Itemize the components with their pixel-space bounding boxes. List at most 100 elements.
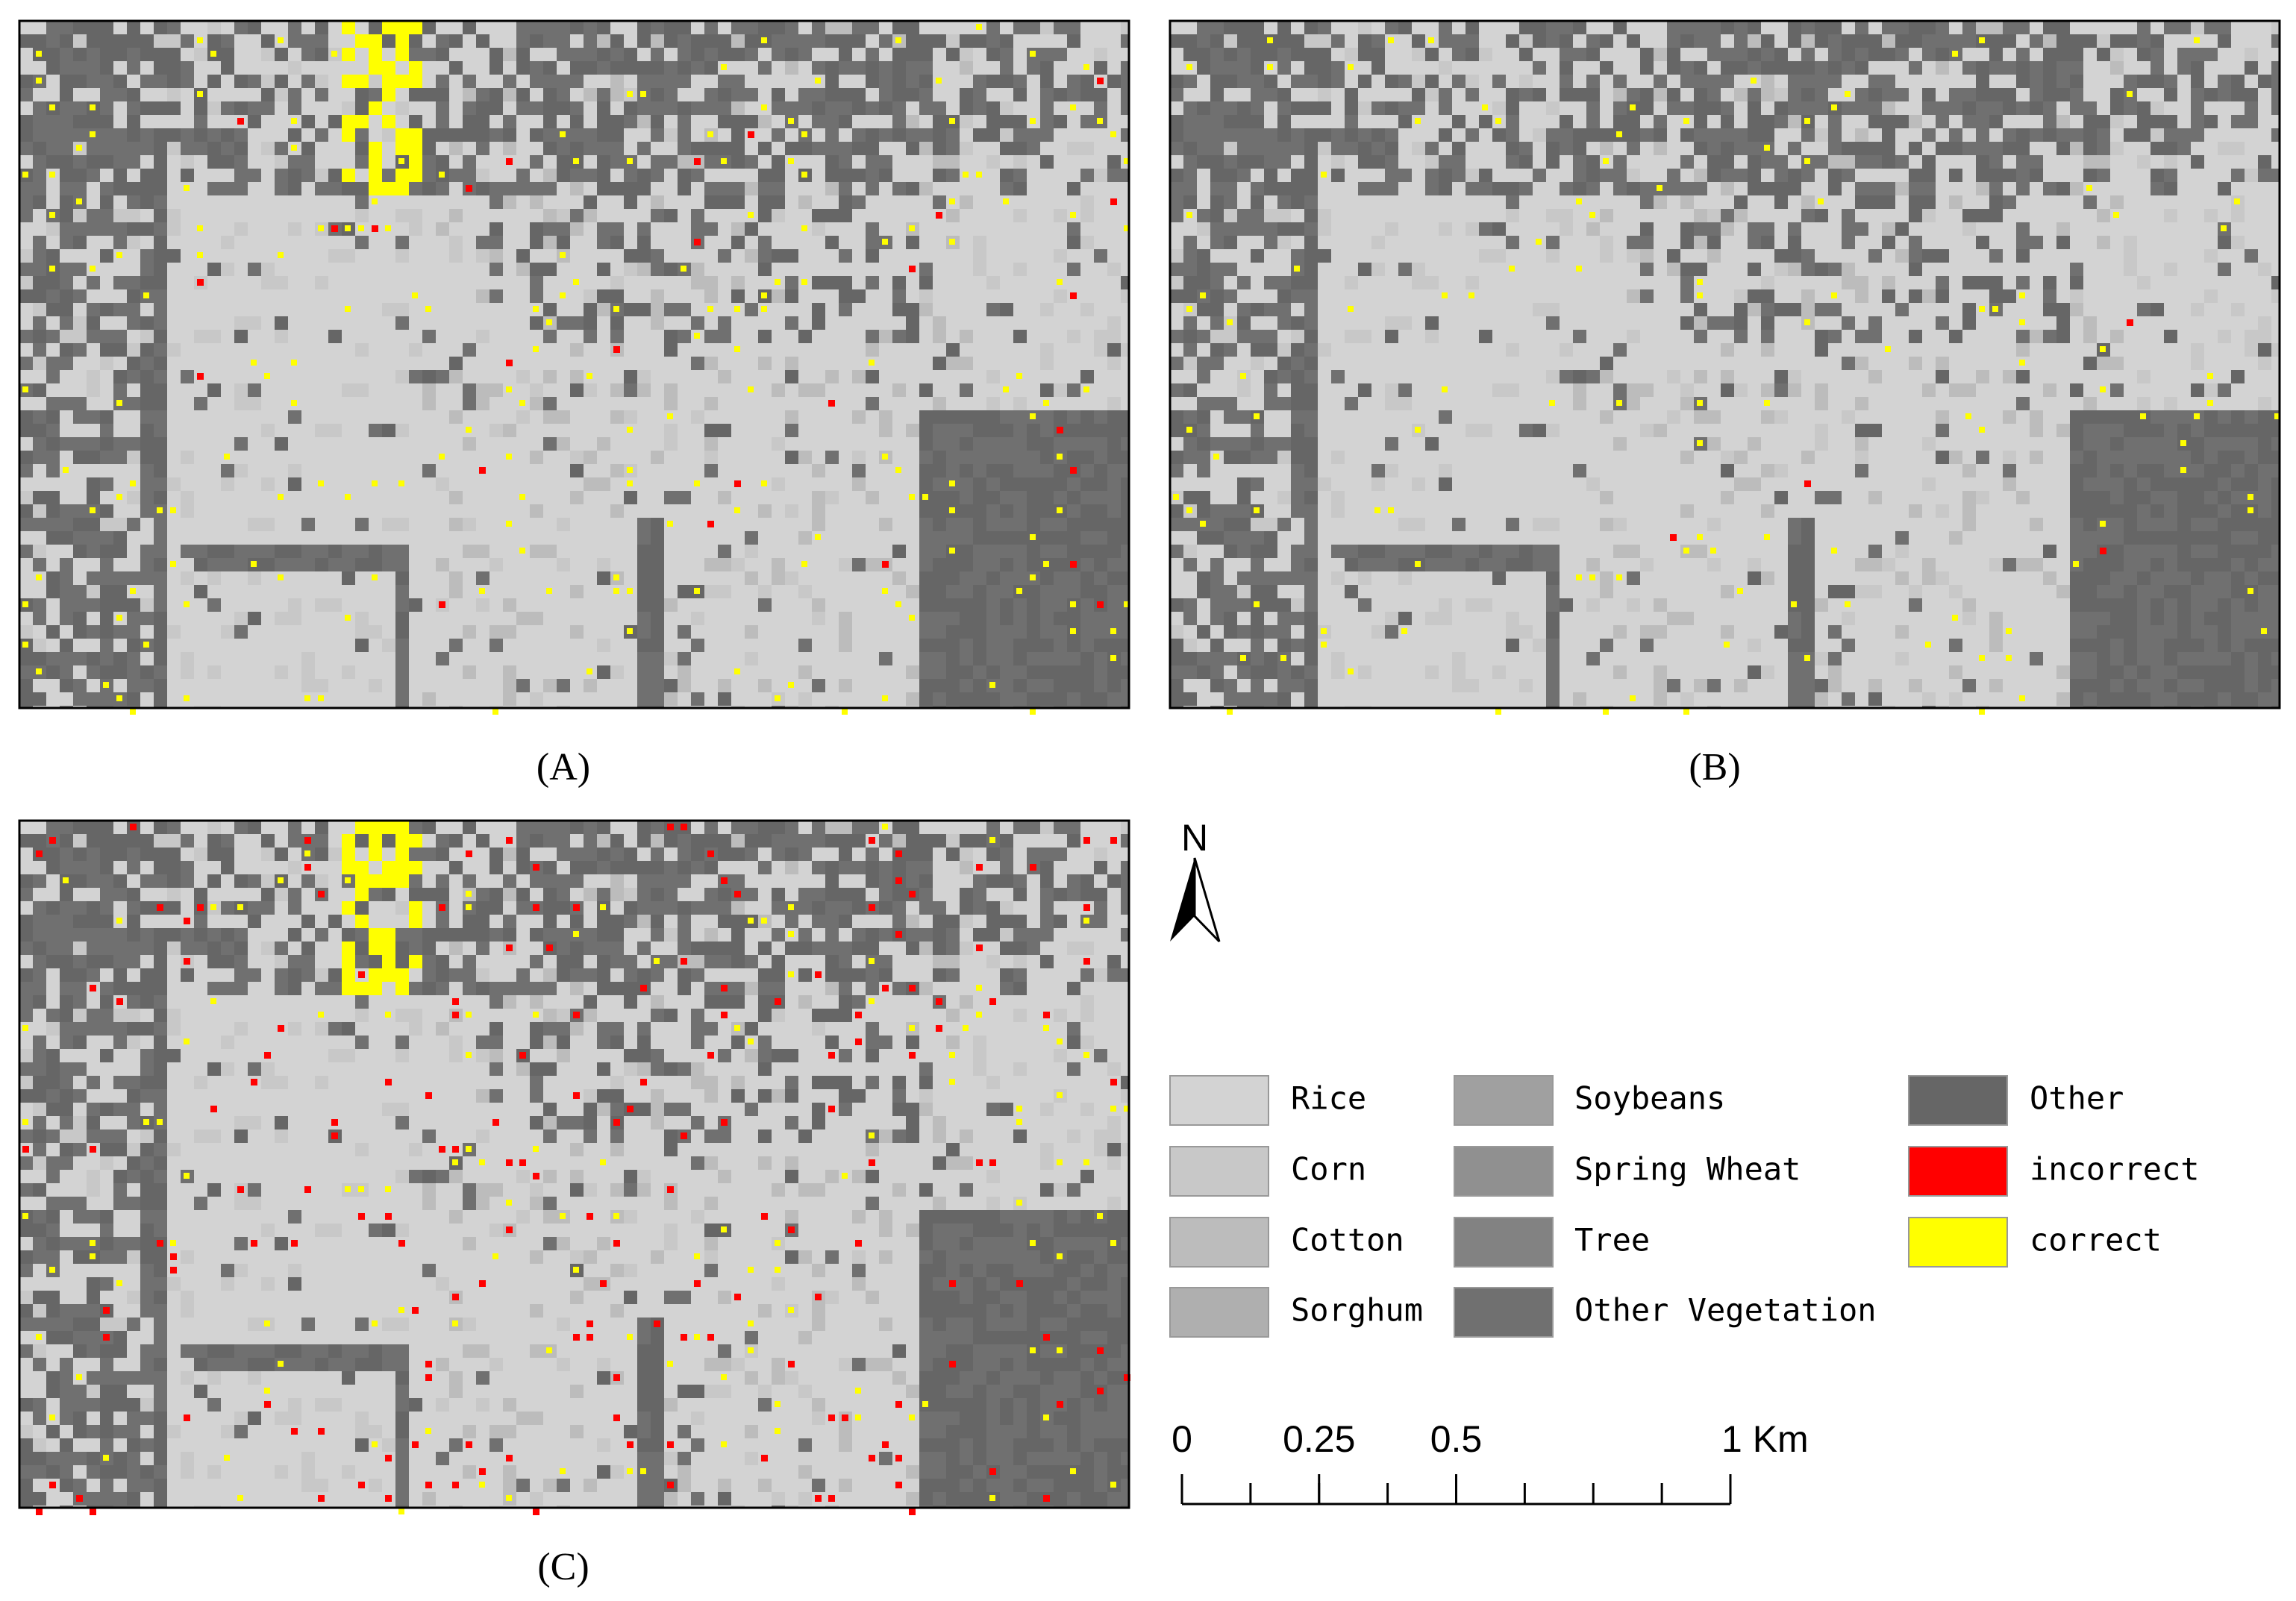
map-cell bbox=[1680, 451, 1694, 464]
map-cell bbox=[651, 571, 664, 585]
map-cell bbox=[100, 901, 113, 915]
map-cell bbox=[382, 888, 395, 901]
map-cell bbox=[973, 451, 986, 464]
map-cell bbox=[758, 504, 772, 518]
map-cell bbox=[691, 942, 704, 955]
map-cell bbox=[1094, 652, 1107, 665]
map-cell bbox=[1855, 155, 1868, 169]
map-cell bbox=[825, 101, 839, 115]
correct-pixel bbox=[466, 904, 472, 910]
correct-pixel bbox=[922, 494, 928, 500]
correct-pixel bbox=[761, 37, 767, 43]
map-cell bbox=[1251, 195, 1264, 209]
map-cell bbox=[436, 928, 449, 942]
map-cell bbox=[960, 652, 973, 665]
map-cell bbox=[2245, 639, 2258, 652]
map-cell bbox=[1094, 169, 1107, 182]
map-cell bbox=[2003, 169, 2016, 182]
map-cell bbox=[2191, 61, 2204, 75]
map-cell bbox=[1989, 209, 2003, 222]
map-cell bbox=[866, 848, 879, 861]
map-cell bbox=[1694, 236, 1707, 249]
correct-pixel bbox=[694, 588, 700, 594]
map-cell bbox=[1640, 558, 1654, 571]
map-cell bbox=[154, 397, 167, 410]
map-cell bbox=[1197, 410, 1210, 424]
map-cell bbox=[1586, 88, 1600, 101]
map-cell bbox=[113, 209, 127, 222]
map-cell bbox=[2070, 101, 2083, 115]
map-cell bbox=[1788, 558, 1801, 571]
map-cell bbox=[1224, 115, 1237, 128]
map-cell bbox=[409, 88, 422, 101]
correct-pixel bbox=[2006, 628, 2012, 634]
map-cell bbox=[2177, 585, 2191, 598]
map-cell bbox=[2070, 464, 2083, 477]
correct-pixel bbox=[170, 561, 176, 567]
correct-pixel bbox=[2113, 212, 2119, 218]
map-cell bbox=[87, 48, 100, 61]
map-cell bbox=[113, 330, 127, 343]
map-cell bbox=[1466, 34, 1479, 48]
map-cell bbox=[355, 558, 369, 571]
correct-pixel bbox=[398, 158, 404, 164]
map-cell bbox=[2083, 558, 2097, 571]
map-cell bbox=[1412, 75, 1425, 88]
map-cell bbox=[342, 115, 355, 128]
map-cell bbox=[798, 195, 812, 209]
map-cell bbox=[1909, 34, 1922, 48]
correct-pixel bbox=[2019, 292, 2025, 298]
map-cell bbox=[154, 861, 167, 874]
map-cell bbox=[1264, 155, 1277, 169]
map-cell bbox=[395, 861, 409, 874]
map-cell bbox=[1627, 598, 1640, 612]
map-cell bbox=[449, 571, 463, 585]
map-cell bbox=[1107, 679, 1121, 692]
map-cell bbox=[624, 249, 637, 263]
map-cell bbox=[2137, 504, 2150, 518]
map-cell bbox=[1976, 88, 1989, 101]
map-cell bbox=[46, 249, 60, 263]
map-cell bbox=[557, 955, 570, 968]
map-cell bbox=[261, 75, 275, 88]
map-cell bbox=[207, 545, 221, 558]
map-cell bbox=[1613, 169, 1627, 182]
map-cell bbox=[1815, 88, 1828, 101]
map-cell bbox=[1788, 531, 1801, 545]
map-cell bbox=[73, 518, 87, 531]
map-cell bbox=[610, 383, 624, 397]
map-cell bbox=[1107, 397, 1121, 410]
map-cell bbox=[1331, 370, 1345, 383]
map-cell bbox=[46, 504, 60, 518]
map-cell bbox=[1748, 142, 1761, 155]
map-cell bbox=[1094, 464, 1107, 477]
map-cell bbox=[167, 88, 181, 101]
map-cell bbox=[1291, 571, 1304, 585]
map-cell bbox=[1080, 625, 1094, 639]
map-cell bbox=[664, 88, 678, 101]
map-cell bbox=[1842, 316, 1855, 330]
incorrect-pixel bbox=[895, 850, 902, 857]
map-cell bbox=[1094, 88, 1107, 101]
map-cell bbox=[2164, 451, 2177, 464]
map-cell bbox=[1425, 169, 1439, 182]
map-cell bbox=[1067, 504, 1080, 518]
map-cell bbox=[2271, 491, 2280, 504]
map-cell bbox=[1909, 263, 1922, 276]
map-cell bbox=[2003, 88, 2016, 101]
map-cell bbox=[892, 834, 906, 848]
map-cell bbox=[73, 115, 87, 128]
map-cell bbox=[355, 182, 369, 195]
map-cell bbox=[1107, 545, 1121, 558]
map-cell bbox=[181, 128, 194, 142]
map-cell bbox=[1210, 128, 1224, 142]
map-cell bbox=[1170, 182, 1183, 195]
map-cell bbox=[516, 169, 530, 182]
map-cell bbox=[140, 834, 154, 848]
map-cell bbox=[207, 142, 221, 155]
map-cell bbox=[19, 330, 33, 343]
incorrect-pixel bbox=[237, 118, 244, 125]
map-cell bbox=[919, 639, 933, 652]
map-cell bbox=[1586, 222, 1600, 236]
